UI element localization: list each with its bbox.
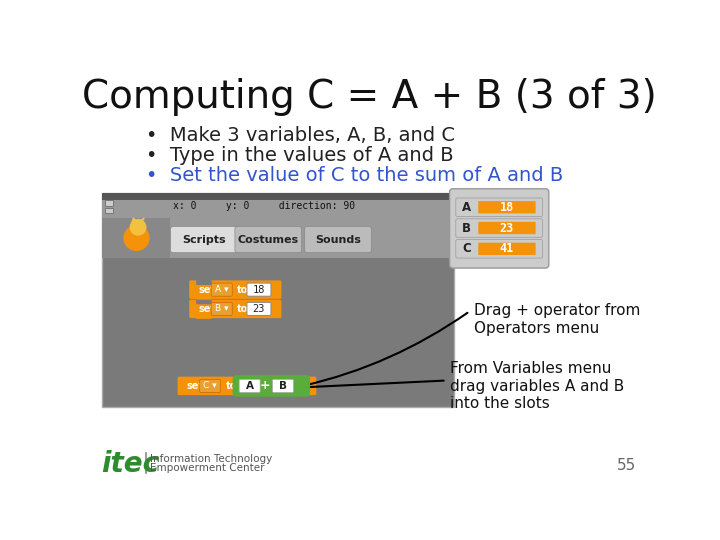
FancyBboxPatch shape	[456, 219, 543, 237]
Bar	[102, 218, 171, 258]
FancyBboxPatch shape	[247, 302, 271, 315]
FancyBboxPatch shape	[196, 314, 212, 319]
Text: set: set	[187, 381, 204, 391]
Text: Empowerment Center: Empowerment Center	[150, 463, 265, 473]
Text: A: A	[246, 381, 253, 391]
FancyBboxPatch shape	[456, 198, 543, 217]
FancyBboxPatch shape	[178, 377, 316, 395]
Text: Sounds: Sounds	[315, 234, 361, 245]
Text: •  Type in the values of A and B: • Type in the values of A and B	[145, 146, 454, 165]
Text: B: B	[462, 221, 471, 234]
FancyBboxPatch shape	[199, 379, 220, 393]
FancyBboxPatch shape	[239, 379, 260, 393]
Circle shape	[130, 220, 145, 235]
Text: B: B	[279, 381, 287, 391]
FancyBboxPatch shape	[478, 242, 536, 255]
Bar	[170, 218, 454, 258]
Text: Drag + operator from
Operators menu: Drag + operator from Operators menu	[474, 303, 640, 336]
FancyBboxPatch shape	[196, 280, 212, 285]
Text: x: 0     y: 0     direction: 90: x: 0 y: 0 direction: 90	[174, 201, 356, 212]
Text: 23: 23	[253, 304, 265, 314]
FancyBboxPatch shape	[196, 299, 212, 304]
FancyBboxPatch shape	[171, 226, 238, 253]
FancyBboxPatch shape	[104, 200, 113, 206]
FancyBboxPatch shape	[104, 208, 113, 213]
FancyBboxPatch shape	[211, 302, 233, 315]
Text: 41: 41	[500, 242, 514, 255]
Text: Scripts: Scripts	[182, 234, 226, 245]
Text: A: A	[462, 201, 471, 214]
Text: B ▾: B ▾	[215, 305, 228, 313]
FancyBboxPatch shape	[233, 375, 310, 397]
Text: to: to	[238, 285, 248, 295]
Text: 23: 23	[500, 221, 514, 234]
Text: set: set	[199, 304, 215, 314]
Text: •  Set the value of C to the sum of A and B: • Set the value of C to the sum of A and…	[145, 166, 563, 185]
FancyBboxPatch shape	[189, 280, 282, 299]
FancyBboxPatch shape	[272, 379, 294, 393]
Text: Costumes: Costumes	[238, 234, 299, 245]
FancyBboxPatch shape	[247, 283, 271, 296]
FancyBboxPatch shape	[305, 226, 372, 253]
Text: C: C	[462, 242, 471, 255]
Text: Information Technology: Information Technology	[150, 454, 273, 464]
FancyBboxPatch shape	[184, 376, 200, 381]
Text: set: set	[199, 285, 215, 295]
FancyBboxPatch shape	[196, 294, 212, 300]
Text: From Variables menu
drag variables A and B
into the slots: From Variables menu drag variables A and…	[451, 361, 625, 411]
Text: •  Make 3 variables, A, B, and C: • Make 3 variables, A, B, and C	[145, 126, 455, 145]
Polygon shape	[140, 218, 144, 222]
Text: to: to	[225, 381, 237, 391]
Bar	[102, 193, 454, 200]
Text: Computing C = A + B (3 of 3): Computing C = A + B (3 of 3)	[81, 78, 657, 116]
Text: to: to	[238, 304, 248, 314]
FancyBboxPatch shape	[235, 226, 302, 253]
FancyBboxPatch shape	[478, 201, 536, 213]
FancyBboxPatch shape	[456, 240, 543, 258]
FancyBboxPatch shape	[211, 283, 233, 296]
Text: itec: itec	[102, 450, 160, 478]
Bar	[102, 193, 454, 408]
Bar	[102, 193, 454, 218]
FancyBboxPatch shape	[478, 222, 536, 234]
Polygon shape	[132, 218, 137, 222]
Text: +: +	[260, 380, 271, 393]
Text: C ▾: C ▾	[203, 381, 217, 390]
FancyBboxPatch shape	[189, 300, 282, 318]
Text: 18: 18	[253, 285, 265, 295]
Circle shape	[124, 226, 149, 251]
Text: 55: 55	[617, 458, 636, 473]
Text: 18: 18	[500, 201, 514, 214]
Text: A ▾: A ▾	[215, 285, 228, 294]
FancyBboxPatch shape	[449, 189, 549, 268]
